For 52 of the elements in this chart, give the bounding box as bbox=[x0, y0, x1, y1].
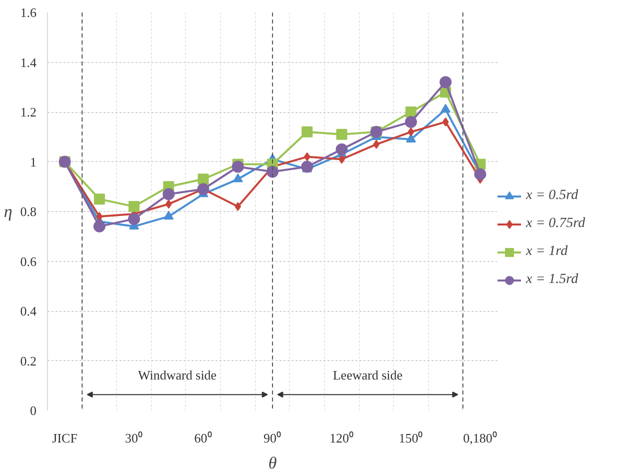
point bbox=[128, 201, 140, 212]
y-tick-label: 1.2 bbox=[20, 104, 36, 120]
point bbox=[373, 140, 380, 149]
point bbox=[197, 183, 210, 196]
point bbox=[232, 173, 243, 182]
point bbox=[266, 166, 278, 178]
point bbox=[162, 188, 175, 200]
y-tick-label: 1.6 bbox=[20, 5, 37, 20]
annotation: Windward side bbox=[138, 368, 217, 383]
point bbox=[336, 128, 348, 140]
x-tick-label: 60⁰ bbox=[194, 430, 212, 446]
point bbox=[232, 160, 244, 173]
y-tick-label: 0 bbox=[30, 403, 36, 418]
point bbox=[93, 220, 106, 232]
point bbox=[96, 212, 103, 221]
y-tick-label: 0.8 bbox=[20, 204, 36, 219]
x-tick-label: 120⁰ bbox=[329, 430, 354, 446]
x-tick-label: JICF bbox=[52, 430, 78, 446]
point bbox=[404, 116, 417, 128]
annotation: Leeward side bbox=[332, 368, 403, 383]
point bbox=[405, 106, 416, 118]
point bbox=[474, 168, 486, 180]
y-tick-label: 0.6 bbox=[20, 254, 37, 269]
point bbox=[165, 200, 172, 209]
y-axis-title: η bbox=[4, 202, 12, 221]
y-tick-label: 0.4 bbox=[20, 304, 37, 318]
point bbox=[128, 212, 140, 225]
x-tick-label: 0,180⁰ bbox=[463, 430, 498, 446]
y-tick-label: 1 bbox=[30, 154, 36, 170]
point bbox=[442, 117, 449, 126]
legend-label: x = 1.5rd bbox=[526, 272, 578, 288]
point bbox=[302, 126, 313, 138]
x-tick-label: 150⁰ bbox=[398, 430, 424, 446]
y-tick-label: 0.2 bbox=[20, 353, 36, 368]
point bbox=[336, 143, 348, 156]
point bbox=[234, 202, 242, 212]
legend-label: x = 0.5rd bbox=[526, 188, 578, 204]
point bbox=[440, 76, 452, 88]
point bbox=[304, 152, 310, 162]
x-tick-label: 90⁰ bbox=[264, 430, 282, 446]
point bbox=[198, 174, 209, 185]
point bbox=[440, 104, 451, 113]
x-tick-label: 30⁰ bbox=[125, 430, 144, 446]
x-axis-title: θ bbox=[268, 454, 277, 472]
legend-label: x = 0.75rd bbox=[526, 216, 586, 232]
legend-label: x = 1rd bbox=[526, 244, 568, 260]
point bbox=[164, 210, 174, 220]
point bbox=[408, 127, 414, 136]
point bbox=[94, 194, 105, 205]
point bbox=[301, 160, 314, 173]
point bbox=[406, 134, 416, 142]
y-tick-label: 1.4 bbox=[20, 54, 37, 70]
